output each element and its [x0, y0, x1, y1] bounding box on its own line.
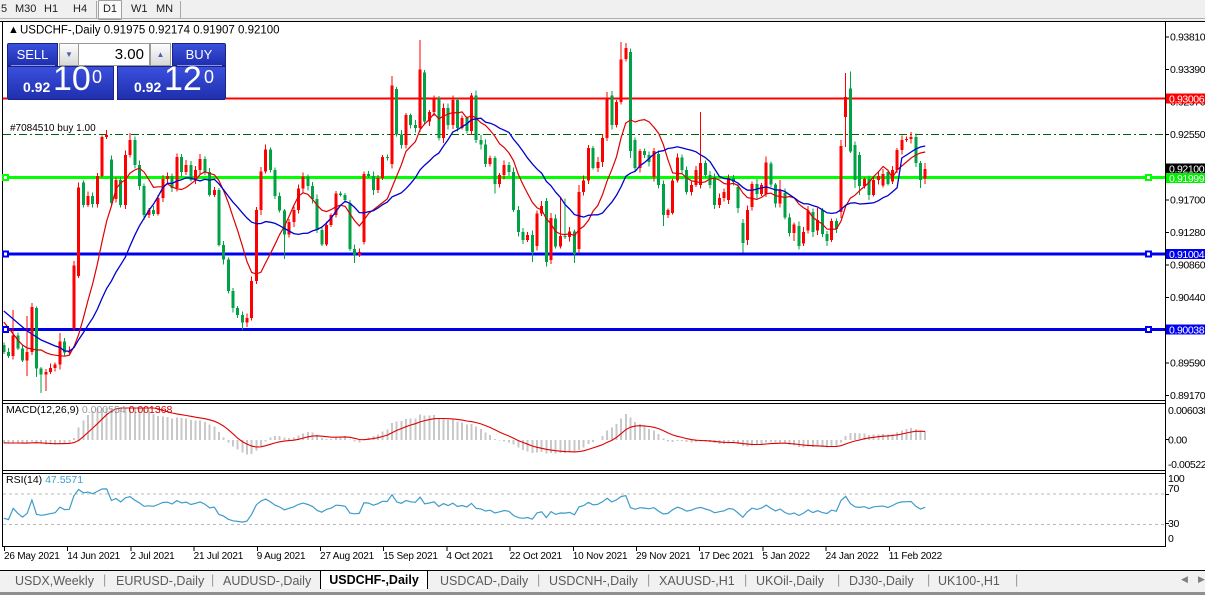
- svg-text:0.90440: 0.90440: [1170, 292, 1205, 304]
- svg-text:15 Sep 2021: 15 Sep 2021: [383, 551, 438, 562]
- svg-text:0.89590: 0.89590: [1170, 357, 1205, 369]
- svg-text:0.90038: 0.90038: [1169, 325, 1205, 337]
- svg-text:MACD(12,26,9) 0.000554 0.00136: MACD(12,26,9) 0.000554 0.001368: [6, 404, 173, 416]
- svg-text:0.90860: 0.90860: [1170, 260, 1205, 272]
- svg-text:0.93810: 0.93810: [1170, 31, 1205, 43]
- svg-text:RSI(14) 47.5571: RSI(14) 47.5571: [6, 474, 83, 486]
- svg-text:#7084510 buy 1.00: #7084510 buy 1.00: [10, 123, 96, 134]
- svg-text:0.91280: 0.91280: [1170, 227, 1205, 239]
- svg-text:0: 0: [1168, 533, 1174, 545]
- svg-text:22 Oct 2021: 22 Oct 2021: [510, 551, 563, 562]
- svg-text:17 Dec 2021: 17 Dec 2021: [699, 551, 754, 562]
- svg-text:0.91999: 0.91999: [1169, 173, 1205, 185]
- svg-text:29 Nov 2021: 29 Nov 2021: [636, 551, 691, 562]
- svg-text:27 Aug 2021: 27 Aug 2021: [320, 551, 375, 562]
- svg-text:0.89170: 0.89170: [1170, 390, 1205, 402]
- svg-text:9 Aug 2021: 9 Aug 2021: [257, 551, 306, 562]
- svg-text:0.92100: 0.92100: [1169, 164, 1205, 176]
- svg-text:0.93006: 0.93006: [1169, 94, 1205, 106]
- svg-text:0.91700: 0.91700: [1170, 194, 1205, 206]
- svg-text:0.00: 0.00: [1168, 435, 1187, 447]
- svg-text:2 Jul 2021: 2 Jul 2021: [130, 551, 175, 562]
- svg-text:5 Jan 2022: 5 Jan 2022: [762, 551, 810, 562]
- svg-text:0.93390: 0.93390: [1170, 64, 1205, 76]
- svg-text:100: 100: [1168, 473, 1185, 485]
- svg-text:0.92550: 0.92550: [1170, 129, 1205, 141]
- svg-text:24 Jan 2022: 24 Jan 2022: [826, 551, 879, 562]
- svg-text:-0.00522: -0.00522: [1168, 459, 1205, 471]
- svg-text:26 May 2021: 26 May 2021: [4, 551, 60, 562]
- svg-text:▲: ▲: [8, 24, 19, 36]
- svg-text:10 Nov 2021: 10 Nov 2021: [573, 551, 628, 562]
- svg-text:0.91004: 0.91004: [1169, 249, 1205, 261]
- svg-text:21 Jul 2021: 21 Jul 2021: [194, 551, 244, 562]
- svg-text:4 Oct 2021: 4 Oct 2021: [446, 551, 494, 562]
- svg-text:70: 70: [1168, 483, 1179, 495]
- svg-text:11 Feb 2022: 11 Feb 2022: [889, 551, 943, 562]
- svg-text:0.006038: 0.006038: [1168, 405, 1205, 417]
- svg-text:14 Jun 2021: 14 Jun 2021: [67, 551, 120, 562]
- svg-text:30: 30: [1168, 518, 1179, 530]
- svg-text:USDCHF-,Daily 0.91975 0.92174: USDCHF-,Daily 0.91975 0.92174 0.91907 0.…: [20, 25, 280, 37]
